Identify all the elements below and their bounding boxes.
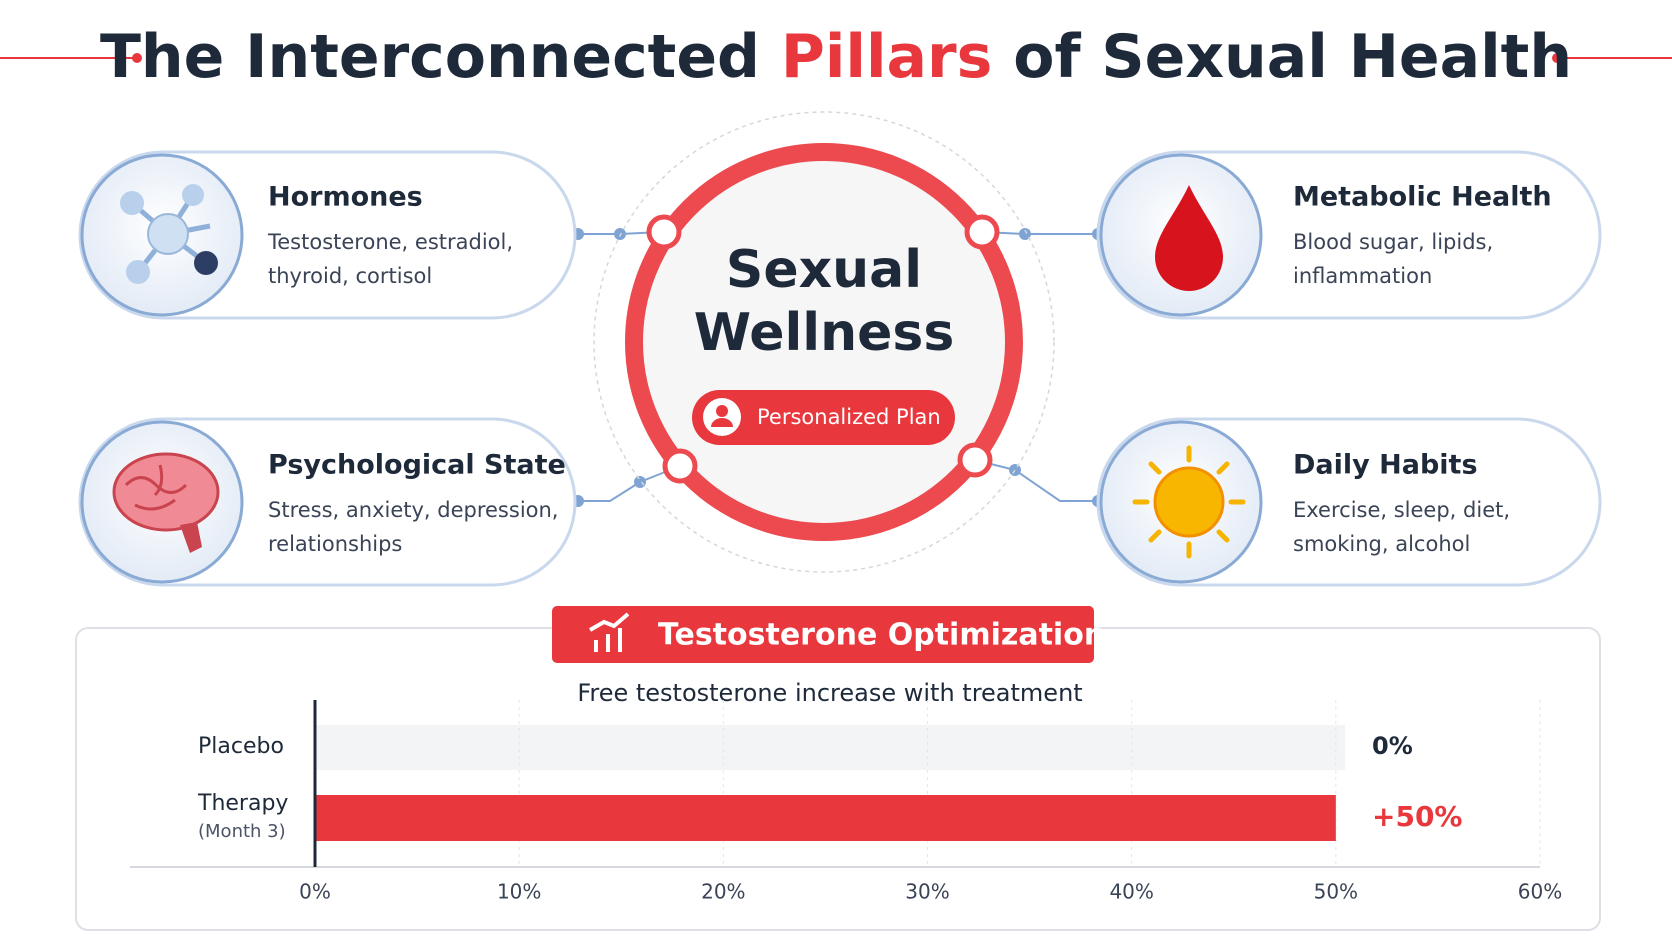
x-tick-label: 10% (497, 880, 541, 904)
pillar-desc: smoking, alcohol (1293, 532, 1470, 556)
badge-label: Personalized Plan (757, 405, 941, 429)
ring-node (964, 214, 1000, 250)
chart-subtitle: Free testosterone increase with treatmen… (577, 679, 1082, 707)
pillar-title: Metabolic Health (1293, 182, 1552, 213)
pillar-card: Psychological State Stress, anxiety, dep… (78, 417, 577, 587)
ring-node (646, 214, 682, 250)
badge-icon-body (711, 418, 733, 427)
x-tick-label: 0% (299, 880, 331, 904)
connector-dot (1009, 464, 1021, 476)
category-label: Therapy (197, 791, 288, 816)
pillar-desc: relationships (268, 532, 402, 556)
pillar-desc: Blood sugar, lipids, (1293, 230, 1493, 254)
pillar-title: Psychological State (268, 450, 566, 481)
badge-icon-head (716, 405, 728, 417)
connector-dot (634, 476, 646, 488)
pillar-desc: Testosterone, estradiol, (267, 230, 513, 254)
pillar-title: Daily Habits (1293, 450, 1478, 481)
decor-dot (1552, 53, 1562, 63)
chart-banner (552, 606, 1094, 663)
dashed-orbit (593, 111, 1055, 573)
pillar-card: Hormones Testosterone, estradiol, thyroi… (78, 150, 577, 320)
bar-track (315, 725, 1345, 770)
molecule-atom (194, 251, 218, 275)
chart-icon (589, 612, 630, 652)
x-tick-label: 60% (1518, 880, 1562, 904)
page-title: The Interconnected Pillars of Sexual Hea… (100, 22, 1572, 92)
value-label: 0% (1372, 732, 1413, 760)
sun-rays (1132, 445, 1246, 559)
pillar-desc: Exercise, sleep, diet, (1293, 498, 1510, 522)
plot: 0% 10% 20% 30% 40% 50% 60% Placebo 0% Therapy (Mon… (197, 700, 1562, 904)
connector (578, 465, 681, 502)
center-title: Sexual (726, 240, 922, 300)
pillar-desc: Stress, anxiety, depression, (268, 498, 558, 522)
x-tick-label: 30% (905, 880, 949, 904)
chart-title: Testosterone Optimization (658, 618, 1105, 653)
pillar-card: Metabolic Health Blood sugar, lipids, in… (1096, 150, 1602, 320)
brain-folds (124, 464, 188, 511)
molecule-atom (120, 191, 144, 215)
center-title: Wellness (694, 303, 955, 363)
pillar-desc: inflammation (1293, 264, 1432, 288)
connector-dot (1019, 228, 1031, 240)
title-highlight: Pillars (781, 22, 992, 92)
badge (692, 390, 955, 445)
connector-dot (614, 228, 626, 240)
x-tick-label: 40% (1109, 880, 1153, 904)
ring-node (957, 442, 993, 478)
pillar-desc: thyroid, cortisol (268, 264, 432, 288)
molecule-atom (126, 260, 150, 284)
x-tick-label: 20% (701, 880, 745, 904)
title-part: of Sexual Health (992, 22, 1572, 92)
bar (315, 795, 1336, 841)
molecule-atom (147, 213, 189, 255)
molecule-atom (182, 184, 204, 206)
decor-dot (132, 53, 142, 63)
pillar-title: Hormones (268, 182, 423, 213)
connector (974, 459, 1098, 502)
sun-icon (1153, 466, 1225, 538)
x-tick-label: 50% (1314, 880, 1358, 904)
ring-node (662, 448, 698, 484)
value-label: +50% (1372, 800, 1462, 833)
pillar-card: Daily Habits Exercise, sleep, diet, smok… (1096, 417, 1602, 587)
blood-drop-icon (1155, 185, 1223, 291)
title-part: The Interconnected (100, 22, 781, 92)
category-label: Placebo (198, 734, 284, 759)
ring-nodes (646, 214, 1000, 484)
category-note: (Month 3) (198, 821, 286, 842)
brain-stem (180, 522, 202, 553)
